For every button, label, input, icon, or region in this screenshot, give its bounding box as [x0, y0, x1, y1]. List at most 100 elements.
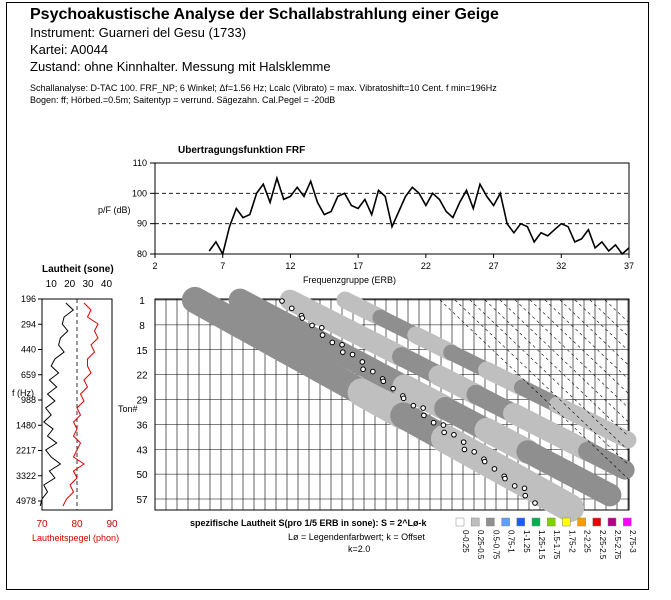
ton-tick-label: 50 [136, 470, 148, 481]
phon-line [62, 302, 99, 507]
pitch-marker [339, 342, 345, 348]
spec-dashed-line [529, 299, 629, 394]
legend-swatch [607, 517, 617, 527]
spec-dashed-line [469, 299, 629, 451]
ton-axis-label: Ton# [118, 404, 138, 414]
pitch-marker [400, 395, 407, 402]
pitch-marker [521, 485, 528, 492]
sone-tick-label: 40 [101, 279, 113, 290]
frf-title: Ubertragungsfunktion FRF [178, 145, 305, 156]
spec-dashed-line [454, 299, 629, 465]
frf-x-tick-label: 2 [152, 261, 157, 271]
ton-tick-label: 36 [136, 420, 148, 431]
frf-x-tick-label: 27 [489, 261, 499, 271]
spec-band-segment [557, 461, 622, 507]
f-tick-label: 2217 [16, 446, 36, 456]
spec-title: spezifische Lautheit S(pro 1/5 ERB in so… [190, 518, 428, 528]
pitch-marker [451, 431, 457, 438]
f-tick-label: 659 [21, 370, 36, 380]
frf-ylabel: p/F (dB) [98, 205, 131, 215]
pitch-marker [461, 446, 468, 453]
pitch-marker [279, 298, 285, 304]
pitch-marker [340, 349, 346, 355]
legend-label: 2-2.25 [583, 530, 592, 553]
legend-swatch [516, 517, 526, 527]
phon-tick-label: 90 [106, 519, 118, 530]
f-tick-label: 440 [21, 345, 36, 355]
frf-xlabel: Frequenzgruppe (ERB) [303, 275, 396, 285]
pitch-marker [522, 492, 529, 499]
phon-tick-label: 80 [71, 519, 83, 530]
f-tick-label: 988 [21, 395, 36, 405]
spec-dashed-line [604, 299, 629, 323]
legend-swatch [562, 517, 571, 527]
pitch-marker [410, 402, 417, 409]
pitch-marker [390, 385, 396, 392]
pitch-marker [441, 429, 447, 436]
spec-band-segment [514, 470, 585, 523]
legend-label: 1-1.25 [522, 530, 531, 553]
f-tick-label: 4978 [16, 496, 36, 506]
spec-dashed-line [439, 299, 629, 479]
ton-tick-label: 22 [136, 371, 148, 382]
pitch-marker [360, 366, 366, 373]
pitch-marker [440, 422, 447, 428]
frf-x-tick-label: 12 [285, 261, 295, 271]
page-frame [6, 2, 649, 590]
phon-axis-label: Lautheitspegel (phon) [32, 533, 119, 543]
ton-tick-label: 1 [139, 296, 145, 307]
spec-dashed-line [544, 299, 629, 380]
pitch-marker [319, 332, 326, 338]
legend-label: 1.25-1.5 [537, 530, 546, 560]
legend-label: 1.5-1.75 [552, 530, 561, 560]
pitch-marker [460, 439, 467, 445]
f-tick-label: 1480 [16, 420, 36, 430]
frf-x-tick-label: 17 [353, 261, 363, 271]
pitch-marker [532, 500, 538, 506]
sone-tick-label: 30 [82, 279, 94, 290]
spec-dashed-line [484, 299, 629, 437]
loudness-title: Lautheit (sone) [42, 264, 114, 275]
legend-label: 1.75-2 [567, 530, 576, 553]
frf-y-tick-label: 110 [133, 158, 147, 168]
sone-tick-label: 10 [46, 279, 58, 290]
instrument-line: Instrument: Guarneri del Gesu (1733) [30, 25, 247, 40]
frf-plot-frame [154, 162, 630, 255]
spec-note-1: Lø = Legendenfarbwert; k = Offset [288, 532, 425, 542]
pitch-marker [420, 405, 426, 411]
legend-swatch [501, 517, 510, 527]
pitch-marker [309, 322, 315, 329]
legend-label: 0.75-1 [507, 530, 516, 553]
legend-swatch [577, 517, 586, 527]
pitch-marker [471, 449, 477, 455]
sone-tick-label: 20 [64, 279, 76, 290]
legend-swatch [531, 517, 541, 527]
pitch-marker [288, 305, 295, 312]
kartei-line: Kartei: A0044 [30, 42, 109, 57]
legend-label: 0-0.25 [461, 530, 470, 553]
pitch-marker [511, 483, 518, 489]
frf-x-tick-label: 37 [624, 261, 634, 271]
page-title: Psychoakustische Analyse der Schallabstr… [30, 6, 499, 23]
spec-band-segment [584, 414, 637, 449]
legend-label: 2.25-2.5 [598, 530, 607, 560]
pitch-marker [370, 368, 376, 375]
analysis-line-2: Bogen: ff; Hörbed.=0.5m; Saitentyp = ver… [30, 95, 336, 105]
pitch-marker [329, 339, 336, 346]
frf-x-tick-label: 32 [556, 261, 566, 271]
frf-line [208, 175, 630, 257]
legend-swatch [455, 517, 465, 527]
legend-swatch [592, 517, 602, 527]
f-tick-label: 196 [21, 294, 36, 304]
ton-tick-label: 15 [136, 346, 148, 357]
pitch-marker [349, 351, 356, 358]
pitch-marker [491, 466, 498, 472]
f-tick-label: 294 [21, 319, 36, 329]
ton-tick-label: 29 [136, 396, 148, 407]
legend-swatch [622, 517, 632, 527]
legend-label: 2.5-2.75 [613, 530, 622, 560]
spec-note-2: k=2.0 [348, 544, 370, 554]
pitch-marker [481, 458, 488, 465]
pitch-marker [299, 315, 306, 321]
